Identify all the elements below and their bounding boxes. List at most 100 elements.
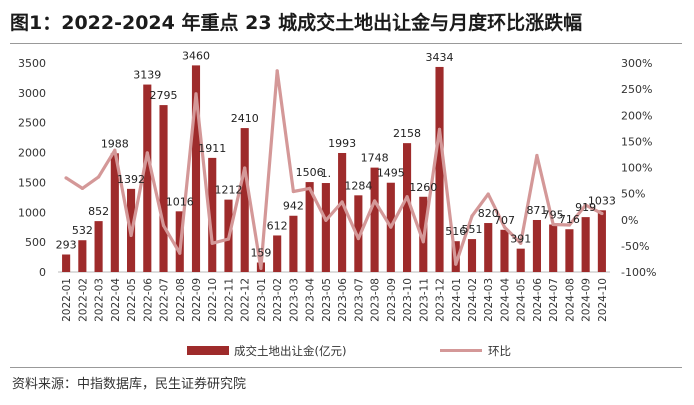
bar-value-label: 516 [445,225,466,238]
bar-value-label: 1. [321,167,332,180]
line-point [486,192,490,196]
bar-value-label: 716 [559,213,580,226]
x-tick-label: 2023-03 [288,278,300,322]
left-tick-label: 1000 [18,206,46,219]
line-point [243,166,247,170]
right-tick-label: 150% [621,135,652,148]
bar-value-label: 551 [462,223,483,236]
legend-line-label: 环比 [488,344,511,358]
source-note: 资料来源：中指数据库，民生证券研究院 [12,377,247,392]
bar-value-label: 1748 [361,152,389,165]
bar [273,235,282,272]
line-point [324,218,328,222]
x-tick-label: 2024-06 [532,278,544,322]
line-point [389,225,393,229]
bar-value-label: 871 [526,204,547,217]
line-point [356,236,360,241]
x-tick-label: 2024-07 [548,278,560,322]
left-tick-label: 2000 [18,147,46,160]
x-tick-label: 2022-10 [207,278,219,322]
bar [532,219,541,272]
x-tick-label: 2022-07 [159,278,171,322]
line-point [600,211,604,216]
source-divider [10,367,682,368]
x-tick-label: 2024-05 [516,278,528,322]
bar-value-label: 1392 [117,173,145,186]
legend-bar-label: 成交土地出让金(亿元) [234,344,346,358]
left-tick-label: 500 [25,236,46,249]
bar [549,224,558,272]
x-tick-label: 2022-08 [175,278,187,322]
bar-value-label: 919 [575,201,596,214]
bar [143,84,152,272]
line-point [340,200,344,204]
line-point [291,189,296,194]
line-point [96,175,101,179]
line-point [405,195,409,199]
bar [370,167,379,272]
x-tick-label: 2022-04 [110,278,122,322]
bar [338,152,347,272]
bar-value-label: 820 [478,207,499,220]
bar-value-label: 2158 [393,127,421,140]
left-axis: 0 500 1000 1500 2000 2500 3000 3500 [18,57,46,279]
bar [597,210,606,272]
x-tick-label: 2023-08 [370,278,382,322]
x-tick-label: 2023-02 [272,278,284,322]
bar [467,239,477,272]
line-point [502,225,507,229]
bar-value-label: 159 [250,247,271,260]
bar-value-label: 293 [56,239,77,252]
line-point [535,153,539,158]
line-point [470,214,474,218]
bar-value-label: 707 [494,214,515,227]
right-tick-label: 100% [621,162,652,175]
x-tick-label: 2023-01 [256,278,268,322]
bar-value-label: 3460 [182,49,210,62]
line-point [567,223,572,227]
bar-value-label: 1260 [409,181,437,194]
line-point [194,92,198,96]
x-tick-label: 2024-03 [483,278,495,322]
x-tick-label: 2023-07 [353,278,365,322]
bar [403,143,412,272]
line-point [372,199,377,203]
bar [354,195,363,272]
legend: 成交土地出让金(亿元) 环比 [187,344,511,358]
x-tick-label: 2024-10 [597,278,609,322]
bar-value-label: 1506 [296,166,324,179]
x-tick-label: 2022-03 [94,278,106,322]
line-point [454,262,458,266]
left-tick-label: 1500 [18,176,46,189]
x-tick-label: 2024-01 [451,278,463,322]
x-tick-label: 2022-06 [142,278,154,322]
x-axis: 2022-01 2022-02 2022-03 2022-04 2022-05 2022-… [61,278,609,322]
left-tick-label: 3500 [18,57,46,70]
bar-value-label: 1911 [198,142,226,155]
bar [289,215,298,272]
right-axis: -100% -50% 0% 50% 100% 150% 200% 250% 300% [621,57,656,279]
line-point [64,176,68,180]
line-point [145,151,149,155]
right-tick-label: 300% [621,57,652,70]
bar [208,157,217,272]
bar [159,105,168,272]
bar-value-label: 3139 [133,69,161,82]
bar-value-label: 1284 [344,179,372,192]
bar-value-label: 3434 [426,51,454,64]
x-tick-label: 2023-05 [321,278,333,322]
right-tick-label: 250% [621,83,652,96]
line-point [113,148,117,152]
bar [94,221,103,272]
x-tick-label: 2022-11 [223,278,235,322]
bar-value-label: 1212 [214,184,242,197]
line-point [210,241,214,245]
line-point [275,69,279,73]
line-point [226,237,231,241]
line-point [421,240,425,244]
x-tick-label: 2023-04 [305,278,317,322]
bar-value-label: 1988 [101,137,129,150]
bar [516,248,525,272]
bar [305,182,314,272]
